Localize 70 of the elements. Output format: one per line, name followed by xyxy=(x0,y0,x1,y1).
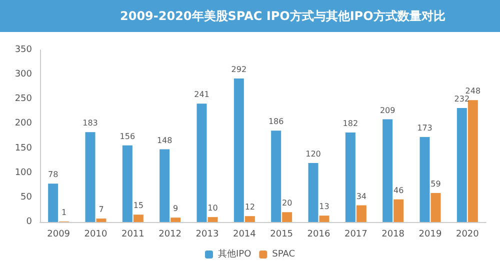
x-tick-label: 2020 xyxy=(456,230,480,240)
data-label: 292 xyxy=(231,65,247,74)
bar xyxy=(356,205,366,222)
data-label: 7 xyxy=(98,205,104,214)
data-label: 59 xyxy=(430,180,441,189)
bar xyxy=(133,214,144,222)
legend-label: 其他IPO xyxy=(218,248,252,260)
bar xyxy=(208,217,218,222)
bar xyxy=(382,119,393,222)
bar xyxy=(271,130,282,222)
data-label: 15 xyxy=(133,201,144,210)
bar xyxy=(456,108,467,222)
x-tick-label: 2019 xyxy=(418,230,442,240)
data-label: 248 xyxy=(465,86,481,96)
data-label: 13 xyxy=(319,202,330,212)
x-tick-label: 2011 xyxy=(121,230,144,240)
data-label: 10 xyxy=(208,204,218,213)
data-label: 241 xyxy=(194,90,210,100)
x-tick-label: 2015 xyxy=(270,230,294,240)
bar xyxy=(196,104,207,222)
data-label: 156 xyxy=(120,132,136,141)
bar xyxy=(85,132,96,222)
x-tick-label: 2010 xyxy=(84,230,108,240)
legend-label: SPAC xyxy=(272,250,296,260)
y-tick-label: 300 xyxy=(14,70,32,80)
x-tick-label: 2014 xyxy=(232,230,256,240)
data-label: 34 xyxy=(356,192,367,201)
data-label: 209 xyxy=(380,106,396,115)
bar xyxy=(394,199,404,222)
bar xyxy=(319,216,330,222)
bar xyxy=(308,163,318,222)
data-label: 183 xyxy=(82,118,98,128)
y-tick-label: 50 xyxy=(20,192,32,202)
x-tick-label: 2012 xyxy=(158,230,182,240)
data-label: 148 xyxy=(156,136,172,145)
bar xyxy=(468,100,478,222)
data-label: 9 xyxy=(173,204,178,214)
x-tick-label: 2017 xyxy=(344,230,368,240)
data-label: 1 xyxy=(62,208,67,218)
bar xyxy=(160,149,170,222)
x-tick-label: 2009 xyxy=(47,230,70,240)
x-tick-label: 2016 xyxy=(307,230,330,240)
bar xyxy=(234,78,244,222)
data-label: 78 xyxy=(48,170,58,180)
bar xyxy=(420,136,430,222)
bar xyxy=(96,218,106,222)
data-label: 120 xyxy=(306,150,321,159)
bar xyxy=(345,132,356,222)
data-label: 186 xyxy=(268,117,284,126)
bar xyxy=(122,145,132,222)
bar xyxy=(430,193,441,222)
data-label: 173 xyxy=(417,123,432,132)
y-tick-label: 250 xyxy=(14,94,32,104)
y-tick-label: 100 xyxy=(14,168,32,178)
chart-title: 2009-2020年美股SPAC IPO方式与其他IPO方式数量对比 xyxy=(0,0,500,32)
y-tick-label: 350 xyxy=(14,45,32,55)
y-tick-label: 150 xyxy=(14,143,32,154)
x-tick-label: 2013 xyxy=(196,230,219,240)
data-label: 12 xyxy=(244,202,256,212)
bar xyxy=(48,184,58,222)
data-label: 232 xyxy=(454,94,470,104)
x-tick-label: 2018 xyxy=(382,230,405,240)
bar xyxy=(170,218,181,222)
y-tick-label: 200 xyxy=(14,118,32,129)
bar xyxy=(282,212,292,222)
y-tick-label: 0 xyxy=(26,217,32,227)
bar xyxy=(244,216,255,222)
data-label: 182 xyxy=(342,119,358,128)
data-label: 46 xyxy=(393,186,404,195)
data-label: 20 xyxy=(282,198,292,208)
